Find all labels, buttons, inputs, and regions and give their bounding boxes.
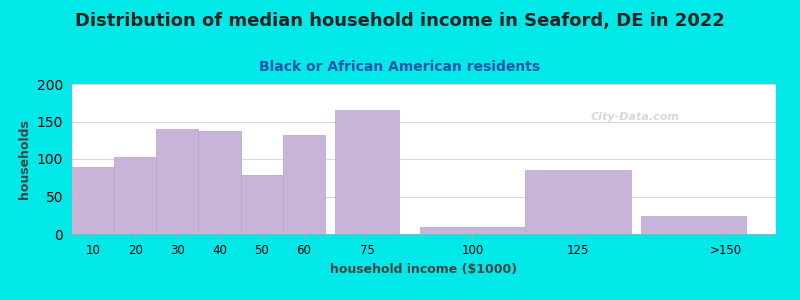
Bar — [198, 130, 241, 234]
Bar — [241, 175, 282, 234]
Bar — [641, 216, 746, 234]
Bar — [72, 167, 114, 234]
Bar — [335, 110, 398, 234]
Bar — [282, 135, 325, 234]
Bar — [114, 157, 156, 234]
Bar — [156, 129, 198, 234]
Text: Black or African American residents: Black or African American residents — [259, 60, 541, 74]
Bar — [420, 226, 525, 234]
Text: Distribution of median household income in Seaford, DE in 2022: Distribution of median household income … — [75, 12, 725, 30]
Text: City-Data.com: City-Data.com — [590, 112, 680, 122]
Y-axis label: households: households — [18, 119, 31, 199]
X-axis label: household income ($1000): household income ($1000) — [330, 263, 518, 276]
Bar — [525, 170, 630, 234]
